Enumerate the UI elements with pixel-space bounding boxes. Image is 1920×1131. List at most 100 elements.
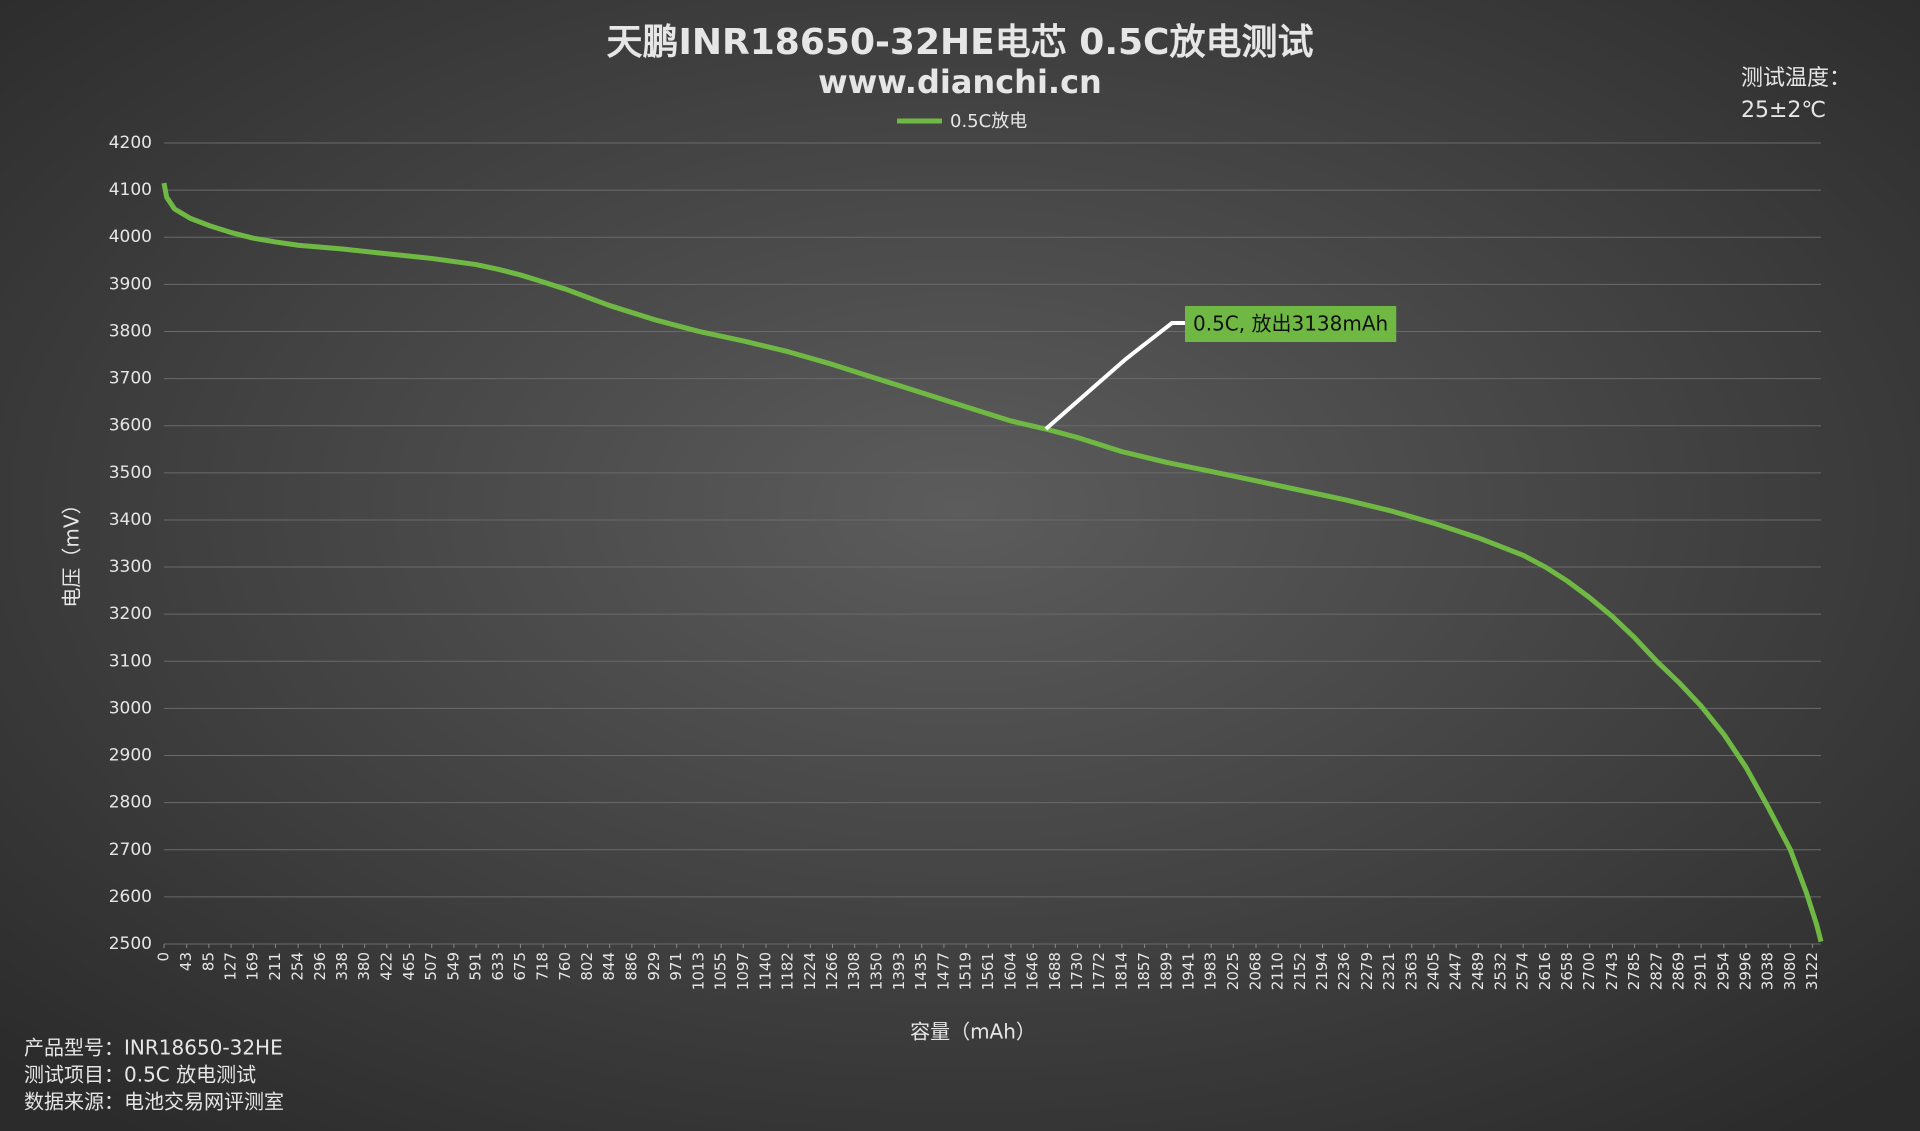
x-tick-label: 2405 <box>1424 952 1442 990</box>
x-tick-label: 465 <box>400 952 418 981</box>
x-tick-label: 2068 <box>1246 952 1264 990</box>
x-tick-label: 1308 <box>845 952 863 990</box>
x-tick-label: 549 <box>444 952 462 981</box>
y-tick-label: 3800 <box>109 321 152 341</box>
x-tick-label: 2321 <box>1380 952 1398 990</box>
x-tick-label: 1182 <box>779 952 797 990</box>
x-tick-label: 1646 <box>1024 952 1042 990</box>
x-tick-label: 2827 <box>1647 952 1665 990</box>
x-tick-label: 2110 <box>1269 952 1287 990</box>
x-tick-label: 507 <box>422 952 440 981</box>
x-tick-label: 2532 <box>1492 952 1510 990</box>
x-tick-label: 1688 <box>1046 952 1064 990</box>
temperature: 25±2℃ <box>1741 98 1826 123</box>
legend-label: 0.5C放电 <box>950 111 1027 132</box>
y-tick-label: 4100 <box>109 180 152 200</box>
chart-title: 天鹏INR18650-32HE电芯 0.5C放电测试 <box>607 22 1314 63</box>
y-tick-label: 3300 <box>109 557 152 577</box>
y-tick-label: 3400 <box>109 510 152 530</box>
x-tick-label: 422 <box>377 952 395 981</box>
y-tick-label: 3200 <box>109 604 152 624</box>
y-tick-label: 2500 <box>109 934 152 954</box>
x-tick-label: 1941 <box>1179 952 1197 990</box>
x-tick-label: 2911 <box>1692 952 1710 990</box>
y-tick-label: 3100 <box>109 651 152 671</box>
x-tick-label: 1604 <box>1001 952 1019 990</box>
x-tick-label: 2152 <box>1291 952 1309 990</box>
y-tick-label: 2800 <box>109 793 152 813</box>
x-tick-label: 1055 <box>712 952 730 990</box>
x-tick-label: 296 <box>311 952 329 981</box>
x-tick-label: 2447 <box>1447 952 1465 990</box>
x-tick-label: 1814 <box>1112 952 1130 990</box>
x-tick-label: 886 <box>622 952 640 981</box>
x-tick-label: 2743 <box>1603 952 1621 990</box>
x-tick-label: 1730 <box>1068 952 1086 990</box>
x-tick-label: 85 <box>199 952 217 971</box>
x-tick-label: 2574 <box>1514 952 1532 990</box>
x-tick-label: 929 <box>645 952 663 981</box>
x-axis-label: 容量（mAh） <box>910 1020 1036 1044</box>
y-tick-label: 2600 <box>109 887 152 907</box>
x-tick-label: 718 <box>534 952 552 981</box>
x-tick-label: 2489 <box>1469 952 1487 990</box>
x-tick-label: 591 <box>467 952 485 981</box>
annotation-box <box>1185 306 1397 342</box>
x-tick-label: 1097 <box>734 952 752 990</box>
x-tick-label: 2616 <box>1536 952 1554 990</box>
x-tick-label: 3038 <box>1759 952 1777 990</box>
x-tick-label: 1013 <box>689 952 707 990</box>
y-tick-label: 2700 <box>109 840 152 860</box>
x-tick-label: 2954 <box>1714 952 1732 990</box>
x-tick-label: 169 <box>244 952 262 981</box>
x-tick-label: 633 <box>489 952 507 981</box>
x-tick-label: 1435 <box>912 952 930 990</box>
x-tick-label: 2785 <box>1625 952 1643 990</box>
x-tick-label: 2996 <box>1737 952 1755 990</box>
data-line <box>161 182 1824 943</box>
x-tick-label: 380 <box>355 952 373 981</box>
x-tick-label: 211 <box>266 952 284 981</box>
y-axis-label: 电压（mV） <box>60 494 84 607</box>
x-tick-label: 2363 <box>1402 952 1420 990</box>
x-tick-label: 2025 <box>1224 952 1242 990</box>
y-tick-label: 3700 <box>109 369 152 389</box>
y-tick-label: 3000 <box>109 698 152 718</box>
x-tick-label: 2658 <box>1558 952 1576 990</box>
x-tick-label: 1266 <box>823 952 841 990</box>
x-tick-label: 971 <box>667 952 685 981</box>
x-tick-label: 1899 <box>1157 952 1175 990</box>
info-line: 测试项目：0.5C 放电测试 <box>24 1063 256 1087</box>
x-tick-label: 254 <box>289 952 307 981</box>
x-tick-label: 844 <box>600 952 618 981</box>
x-tick-label: 3122 <box>1803 952 1821 990</box>
x-tick-label: 3080 <box>1781 952 1799 990</box>
info-line: 产品型号：INR18650-32HE <box>24 1036 283 1060</box>
x-tick-label: 1224 <box>801 952 819 990</box>
x-tick-label: 2869 <box>1669 952 1687 990</box>
x-tick-label: 1561 <box>979 952 997 990</box>
x-tick-label: 2279 <box>1358 952 1376 990</box>
y-tick-label: 3900 <box>109 274 152 294</box>
x-tick-label: 2700 <box>1580 952 1598 990</box>
y-tick-label: 4200 <box>109 133 152 153</box>
temperature-label: 测试温度： <box>1741 66 1851 91</box>
y-tick-label: 2900 <box>109 746 152 766</box>
annotation: 0.5C, 放出3138mAh <box>1193 312 1388 336</box>
x-tick-label: 2194 <box>1313 952 1331 990</box>
x-tick-label: 1519 <box>957 952 975 990</box>
x-tick-label: 1772 <box>1090 952 1108 990</box>
y-tick-label: 3500 <box>109 463 152 483</box>
x-tick-label: 1857 <box>1135 952 1153 990</box>
info-line: 数据来源：电池交易网评测室 <box>24 1090 284 1114</box>
x-tick-label: 760 <box>556 952 574 981</box>
x-tick-label: 1393 <box>890 952 908 990</box>
x-tick-label: 2236 <box>1335 952 1353 990</box>
x-tick-label: 1477 <box>934 952 952 990</box>
chart-subtitle: www.dianchi.cn <box>818 63 1102 101</box>
x-tick-label: 127 <box>222 952 240 981</box>
annotation-leader <box>1044 321 1185 431</box>
